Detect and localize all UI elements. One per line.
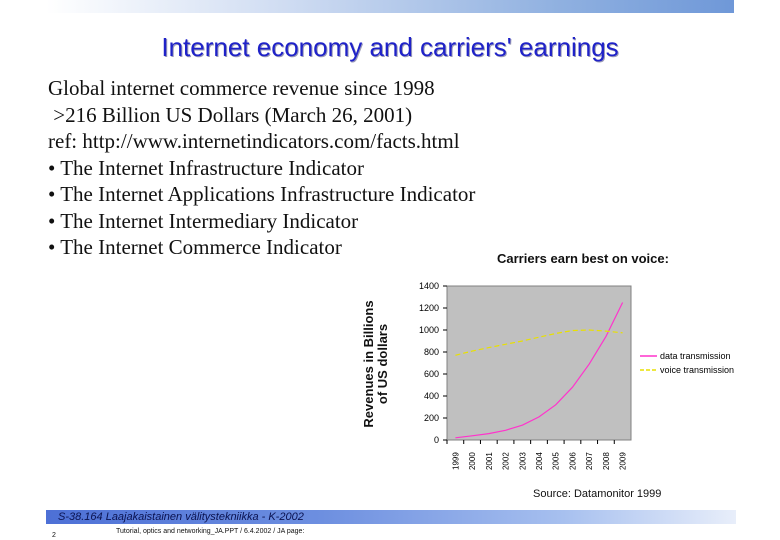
bullet-item: • The Internet Infrastructure Indicator: [48, 155, 364, 180]
page-title: Internet economy and carriers' earnings: [161, 32, 619, 62]
y-tick-label: 0: [434, 435, 439, 445]
footer-bar: [46, 510, 736, 524]
y-tick-label: 1400: [419, 281, 439, 291]
series-line-voice: [455, 329, 623, 356]
x-tick-label: 2000: [468, 452, 477, 470]
y-axis-label: Revenues in Billions: [361, 300, 376, 427]
y-tick-label: 600: [424, 369, 439, 379]
x-tick-label: 2004: [535, 452, 544, 470]
x-tick-label: 2005: [552, 452, 561, 470]
x-tick-label: 1999: [451, 452, 460, 470]
bullet-item: • The Internet Commerce Indicator: [48, 235, 342, 259]
y-tick-label: 200: [424, 413, 439, 423]
x-tick-label: 2001: [485, 452, 494, 470]
x-tick-label: 2002: [502, 452, 511, 470]
x-tick-label: 2007: [585, 452, 594, 470]
y-tick-label: 400: [424, 391, 439, 401]
top-decoration-bar: [46, 0, 734, 13]
chart-caption: Carriers earn best on voice:: [497, 251, 669, 266]
x-tick-label: 2006: [568, 452, 577, 470]
y-tick-label: 800: [424, 347, 439, 357]
footer-page-number: 2: [52, 532, 56, 539]
y-tick-label: 1000: [419, 325, 439, 335]
body-line: ref: http://www.internetindicators.com/f…: [48, 129, 460, 153]
footer-course-title: S-38.164 Laajakaistainen välitystekniikk…: [58, 511, 304, 523]
x-tick-label: 2009: [619, 452, 628, 470]
plot-area: [446, 285, 632, 441]
legend-label: data transmission: [660, 351, 731, 361]
body-line: >216 Billion US Dollars (March 26, 2001): [48, 102, 413, 127]
chart-source: Source: Datamonitor 1999: [533, 488, 662, 500]
y-tick-label: 1200: [419, 303, 439, 313]
bullet-item: • The Internet Applications Infrastructu…: [48, 182, 476, 206]
x-tick-label: 2008: [602, 452, 611, 470]
footer-meta: Tutorial, optics and networking_JA.PPT /…: [116, 528, 305, 535]
body-line: Global internet commerce revenue since 1…: [48, 76, 435, 100]
legend-label: voice transmission: [660, 365, 734, 375]
revenue-chart: 0 200 400 600 800 1000 1200 1400 1999 2000 2001 200…: [361, 281, 734, 470]
body-text: Global internet commerce revenue since 1…: [48, 75, 475, 261]
y-axis-label: of US dollars: [375, 324, 390, 404]
x-tick-label: 2003: [518, 452, 527, 470]
bullet-item: • The Internet Intermediary Indicator: [48, 208, 359, 233]
series-line-data: [455, 302, 624, 439]
